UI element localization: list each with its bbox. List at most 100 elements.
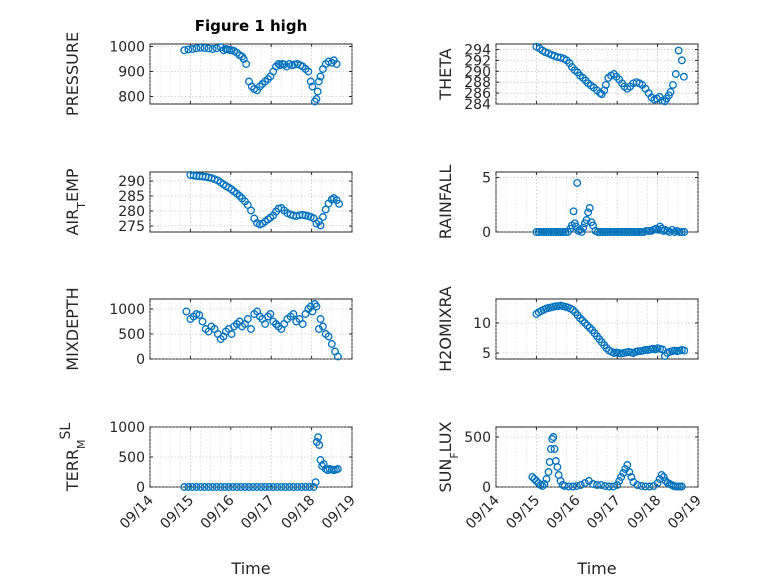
y-axis-title-part: EMP [63,168,82,202]
data-point [247,325,255,333]
data-point [677,482,686,491]
data-point [335,199,344,208]
y-tick-label: 0 [136,352,145,368]
data-point [312,219,321,228]
data-point [314,217,323,226]
data-point [573,178,582,187]
y-axis-title-part: PRESSURE [63,32,82,116]
y-axis-title: MIXDEPTH [63,287,82,370]
data-point [576,481,585,489]
data-point [265,483,274,491]
data-point [308,82,317,91]
data-point [633,481,642,489]
x-tick-label: 09/17 [584,493,624,533]
y-tick-label: 5 [482,346,491,362]
data-point [208,483,217,491]
data-point [659,473,668,481]
data-point [333,465,342,473]
data-point [610,228,619,236]
y-tick-label: 10 [473,316,491,332]
data-point [311,478,320,487]
y-axis-title-part: MIXDEPTH [63,287,82,370]
data-point [269,483,278,491]
y-tick-label: 286 [464,86,491,102]
y-axis-title: THETA [436,48,455,100]
data-point [605,228,614,236]
data-point [212,44,221,53]
data-point [625,228,634,236]
data-point [227,330,236,338]
data-point [247,82,256,91]
data-point [318,322,327,331]
data-point [212,483,221,491]
subplot-rainfall: 0 5 RAINFALL [436,165,699,241]
x-tick-label: 09/16 [198,492,238,532]
data-point [240,483,249,491]
data-point [290,60,299,69]
data-point [528,473,537,481]
subplot-pressure: 800 900 1000 PRESSURE [63,32,353,116]
data-point [257,483,266,491]
data-point [309,483,318,491]
data-point [208,45,217,53]
data-point [200,483,209,491]
y-axis-title: RAINFALL [436,165,455,240]
data-point [608,228,617,236]
x-tick-label: 09/15 [503,493,543,533]
y-axis-title-part: M [75,440,88,450]
data-point [245,483,253,491]
data-point [630,228,639,236]
data-point [653,479,662,487]
data-point [579,223,588,232]
data-point [180,46,189,55]
data-point [235,192,244,200]
data-point [666,88,675,96]
data-point [601,482,610,490]
data-point [266,310,275,318]
data-point [273,483,282,491]
data-point [634,347,643,356]
data-point [180,483,189,491]
data-point [593,481,601,489]
data-point [540,480,549,488]
data-point [544,228,553,236]
data-point [597,481,605,489]
y-tick-label: 500 [118,327,145,343]
data-point [200,44,209,52]
y-tick-label: 285 [118,189,145,205]
data-point [632,228,641,236]
data-point [582,216,591,224]
y-axis-title: AIRTEMP [63,168,88,235]
data-point [261,320,270,328]
data-point [312,302,321,311]
data-point [674,46,683,55]
y-tick-label: 284 [464,97,491,113]
data-point [601,228,610,236]
data-point [615,477,624,485]
data-point [669,80,677,89]
y-tick-label: 500 [464,430,491,446]
data-point [196,43,205,52]
data-point [538,482,547,490]
data-point [228,483,237,491]
data-point [623,461,632,469]
x-tick-label: 09/19 [665,493,705,533]
data-point [249,483,257,491]
data-point [637,482,646,490]
data-point [319,460,328,469]
data-point [312,95,321,103]
data-point [603,228,612,236]
data-point [280,60,289,69]
data-point [188,483,197,491]
data-point [580,479,589,487]
data-point [677,56,686,65]
data-point [613,481,622,489]
data-point [572,482,581,490]
data-point [600,86,609,95]
data-point [551,228,560,236]
data-point [192,44,201,53]
y-axis-title: PRESSURE [63,32,82,116]
data-point [578,316,587,325]
